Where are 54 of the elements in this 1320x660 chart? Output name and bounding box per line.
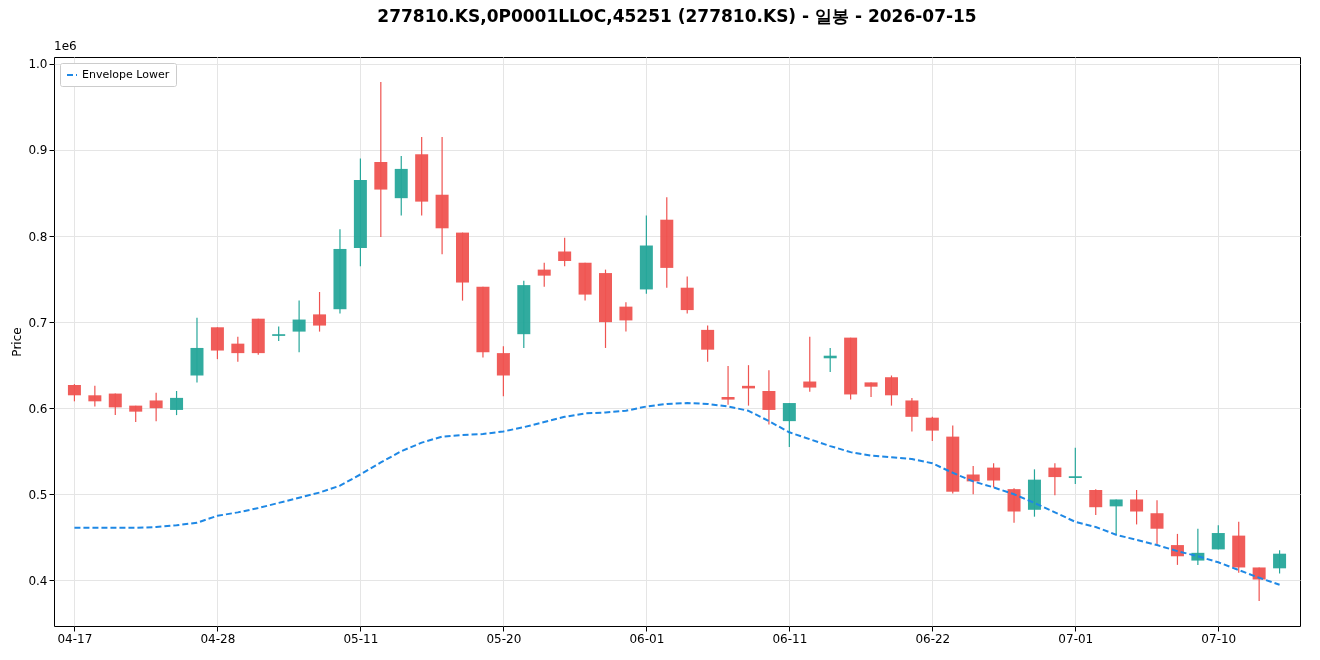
candlestick <box>1273 549 1287 575</box>
y-tick-label: 0.4 <box>28 573 48 588</box>
x-tick-label: 05-11 <box>343 631 379 646</box>
y-axis-title: Price <box>10 327 25 357</box>
x-tick-label: 06-22 <box>915 631 951 646</box>
candlestick <box>864 381 878 398</box>
candlestick <box>292 300 306 353</box>
candlestick <box>884 374 898 407</box>
y-tick-label: 0.5 <box>28 487 48 502</box>
line-series <box>73 402 1281 586</box>
y-tick-label: 0.6 <box>28 401 48 416</box>
candlestick <box>721 365 735 406</box>
chart-title: 277810.KS,0P0001LLOC,45251 (277810.KS) - 일봉 - 2026-07-15 <box>377 6 977 26</box>
x-tick-label: 07-10 <box>1201 631 1237 646</box>
x-tick-label: 06-01 <box>629 631 665 646</box>
candlestick <box>170 390 184 416</box>
candlestick <box>231 336 245 363</box>
x-tick-label: 07-01 <box>1058 631 1094 646</box>
y-tick-label: 0.8 <box>28 229 48 244</box>
candlestick <box>558 237 572 267</box>
x-tick-label: 04-28 <box>200 631 236 646</box>
candlestick <box>496 345 510 397</box>
candlestick <box>1252 566 1266 602</box>
candlestick <box>1048 462 1062 496</box>
candlestick <box>701 324 715 363</box>
candlestick <box>762 369 776 426</box>
candlestick <box>905 397 919 433</box>
y-tick-label: 0.7 <box>28 315 48 330</box>
text: 1e6 <box>54 39 77 53</box>
candlestick <box>1109 498 1123 535</box>
candlestick <box>1007 487 1021 524</box>
y-tick-label: 0.9 <box>28 143 48 158</box>
candlestick <box>680 275 694 315</box>
x-tick-label: 05-20 <box>486 631 522 646</box>
candlestick <box>88 385 102 408</box>
candlestick <box>537 262 551 288</box>
candlestick <box>313 291 327 333</box>
candlestick <box>1068 447 1082 485</box>
candlestick <box>149 392 163 422</box>
candlestick <box>210 326 224 360</box>
x-tick-label: 06-11 <box>772 631 808 646</box>
candlestick <box>1130 489 1144 526</box>
candlestick <box>619 301 633 333</box>
candlestick <box>803 336 817 393</box>
y-tick-label: 1.0 <box>28 57 48 72</box>
candlestick <box>1211 524 1225 550</box>
candlestick <box>782 402 796 448</box>
candlestick <box>987 462 1001 489</box>
candlestick <box>1150 499 1164 546</box>
candlestick <box>1089 488 1103 516</box>
legend-label: Envelope Lower <box>82 68 170 81</box>
candlestick <box>925 416 939 442</box>
candlestick <box>966 465 980 495</box>
x-tick-label: 04-17 <box>57 631 93 646</box>
